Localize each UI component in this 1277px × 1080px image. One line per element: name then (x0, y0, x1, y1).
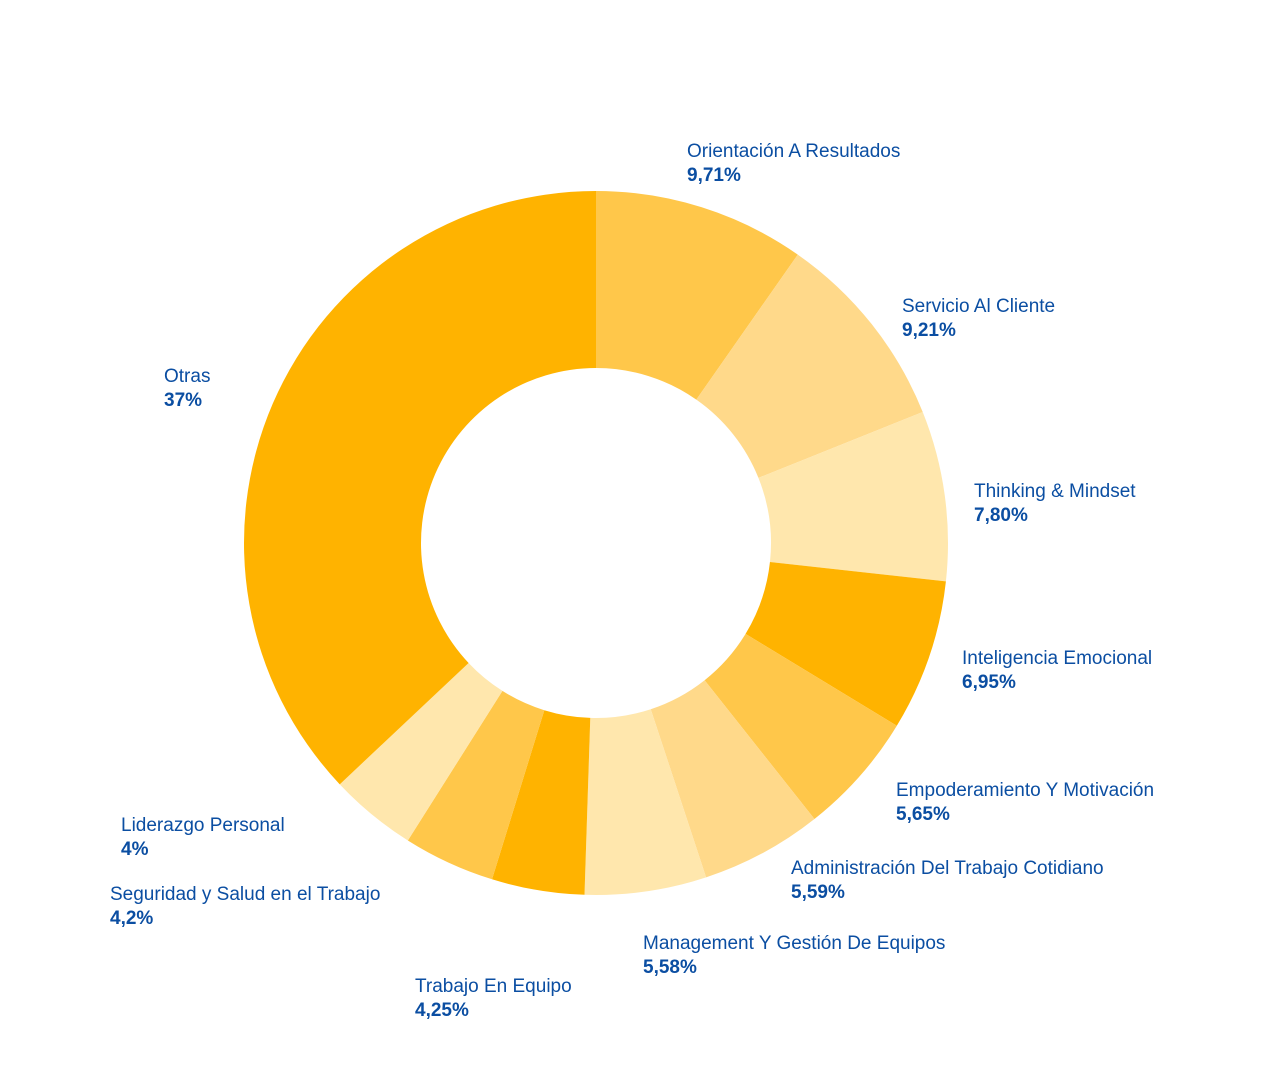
slice-label-5: Administración Del Trabajo Cotidiano 5,59… (791, 857, 1104, 905)
pie-slice-2[interactable] (758, 412, 948, 582)
slice-label-value: 6,95% (962, 672, 1016, 693)
slice-label-1: Servicio Al Cliente 9,21% (902, 295, 1055, 343)
slice-label-name: Administración Del Trabajo Cotidiano (791, 858, 1104, 879)
slice-label-value: 5,58% (643, 957, 697, 978)
slice-label-6: Management Y Gestión De Equipos 5,58% (643, 932, 945, 980)
pie-slice-1[interactable] (696, 254, 923, 478)
slice-label-3: Inteligencia Emocional 6,95% (962, 647, 1152, 695)
slice-label-10: Otras 37% (164, 365, 210, 413)
slice-label-name: Liderazgo Personal (121, 815, 285, 836)
slice-label-value: 4,25% (415, 1000, 469, 1021)
slice-label-4: Empoderamiento Y Motivación 5,65% (896, 779, 1154, 827)
pie-slice-9[interactable] (339, 662, 503, 841)
pie-slice-0[interactable] (596, 191, 798, 400)
slice-label-name: Thinking & Mindset (974, 481, 1136, 502)
pie-slice-7[interactable] (492, 710, 591, 895)
slice-label-name: Servicio Al Cliente (902, 296, 1056, 317)
pie-slice-3[interactable] (745, 562, 946, 726)
slice-label-value: 37% (164, 390, 203, 411)
slice-label-value: 4% (121, 839, 149, 860)
slice-label-name: Trabajo En Equipo (415, 976, 572, 997)
slice-label-name: Empoderamiento Y Motivación (896, 780, 1155, 801)
slice-label-2: Thinking & Mindset 7,80% (974, 480, 1136, 528)
slice-label-value: 5,59% (791, 882, 845, 903)
slice-label-name: Otras (164, 366, 211, 387)
slice-label-8: Seguridad y Salud en el Trabajo 4,2% (110, 883, 380, 931)
slice-label-value: 7,80% (974, 505, 1028, 526)
slice-label-name: Seguridad y Salud en el Trabajo (110, 884, 381, 905)
slice-label-value: 5,65% (896, 804, 950, 825)
slice-label-9: Liderazgo Personal 4% (121, 814, 285, 862)
slice-label-value: 9,21% (902, 320, 956, 341)
slice-label-7: Trabajo En Equipo 4,25% (415, 975, 572, 1023)
slice-label-name: Inteligencia Emocional (962, 648, 1153, 669)
pie-slice-8[interactable] (407, 690, 545, 880)
slice-label-name: Orientación A Resultados (687, 141, 901, 162)
slice-label-value: 9,71% (687, 165, 741, 186)
pie-slice-10[interactable] (243, 190, 596, 785)
pie-slice-5[interactable] (650, 680, 815, 878)
slice-label-name: Management Y Gestión De Equipos (643, 933, 946, 954)
pie-slice-4[interactable] (704, 633, 897, 820)
pie-slice-6[interactable] (584, 709, 707, 895)
slice-label-0: Orientación A Resultados 9,71% (687, 140, 900, 188)
slice-label-value: 4,2% (110, 908, 154, 929)
